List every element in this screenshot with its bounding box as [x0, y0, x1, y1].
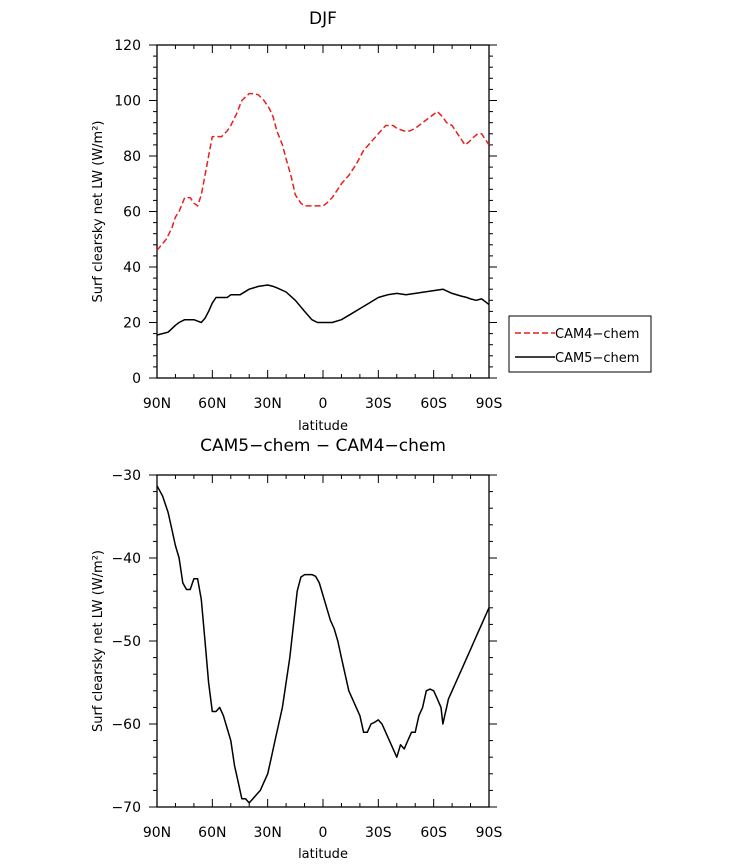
y-tick-label: −60: [111, 717, 141, 733]
x-tick-label: 90S: [476, 825, 503, 841]
panel-2: 90N 60N 30N 0 30S 60S 90S −70 −60 −50 −40 −30 CAM5−c…: [91, 436, 502, 862]
x-axis-label: latitude: [298, 419, 348, 434]
x-tick-label: 30S: [365, 396, 392, 412]
y-axis-label: Surf clearsky net LW (W/m²): [91, 550, 106, 732]
y-tick-label: −40: [111, 551, 141, 567]
panel-title: DJF: [309, 9, 337, 29]
x-axis-label: latitude: [298, 847, 348, 862]
x-tick-label: 60N: [198, 396, 226, 412]
x-tick-label: 0: [319, 825, 328, 841]
series-line-cam4-chem: [156, 92, 490, 251]
x-tick-label: 30S: [365, 825, 392, 841]
x-tick-label: 60S: [420, 396, 447, 412]
y-tick-label: 40: [123, 260, 141, 276]
y-tick-label: −50: [111, 634, 141, 650]
plot-frame: [156, 474, 490, 808]
legend-box: [508, 315, 652, 373]
plot-frame: [156, 44, 490, 379]
panel-title: CAM5−chem − CAM4−chem: [200, 436, 446, 456]
series-line-cam5-chem: [156, 284, 490, 336]
y-tick-label: 80: [123, 149, 141, 165]
legend-label: CAM5−chem: [555, 351, 639, 366]
x-tick-label: 90N: [143, 396, 171, 412]
series-line-difference: [156, 485, 490, 804]
y-tick-label: −70: [111, 800, 141, 816]
y-tick-label: 100: [114, 94, 141, 110]
y-tick-label: 20: [123, 316, 141, 332]
x-tick-label: 60S: [420, 825, 447, 841]
y-tick-label: −30: [111, 468, 141, 484]
y-tick-label: 0: [132, 371, 141, 387]
legend-label: CAM4−chem: [555, 327, 639, 342]
x-tick-label: 60N: [198, 825, 226, 841]
y-tick-label: 60: [123, 205, 141, 221]
y-tick-label: 120: [114, 38, 141, 54]
x-tick-label: 90S: [476, 396, 503, 412]
legend: CAM4−chem CAM5−chem: [508, 315, 652, 373]
x-tick-label: 90N: [143, 825, 171, 841]
x-tick-label: 30N: [254, 825, 282, 841]
x-tick-label: 0: [319, 396, 328, 412]
x-tick-label: 30N: [254, 396, 282, 412]
panel-1: 90N 60N 30N 0 30S 60S 90S 0 20 40 60 80 100 120 DJF lat…: [91, 9, 652, 434]
y-axis-label: Surf clearsky net LW (W/m²): [91, 120, 106, 302]
